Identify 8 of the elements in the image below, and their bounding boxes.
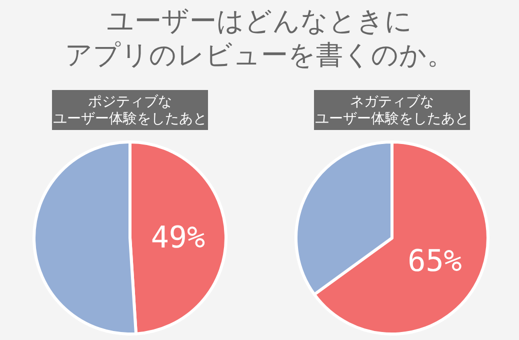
data-label: 65% [408, 244, 462, 279]
chart-title: ユーザーはどんなときに [106, 6, 412, 37]
text: ネガティブな [350, 94, 434, 110]
chart-subtitle: アプリのレビューを書くのか。 [65, 40, 454, 71]
text: ポジティブな [88, 94, 172, 110]
text: ユーザー体験をしたあと [315, 111, 469, 127]
data-label: 49% [150, 220, 206, 256]
text: ユーザー体験をしたあと [53, 111, 207, 127]
